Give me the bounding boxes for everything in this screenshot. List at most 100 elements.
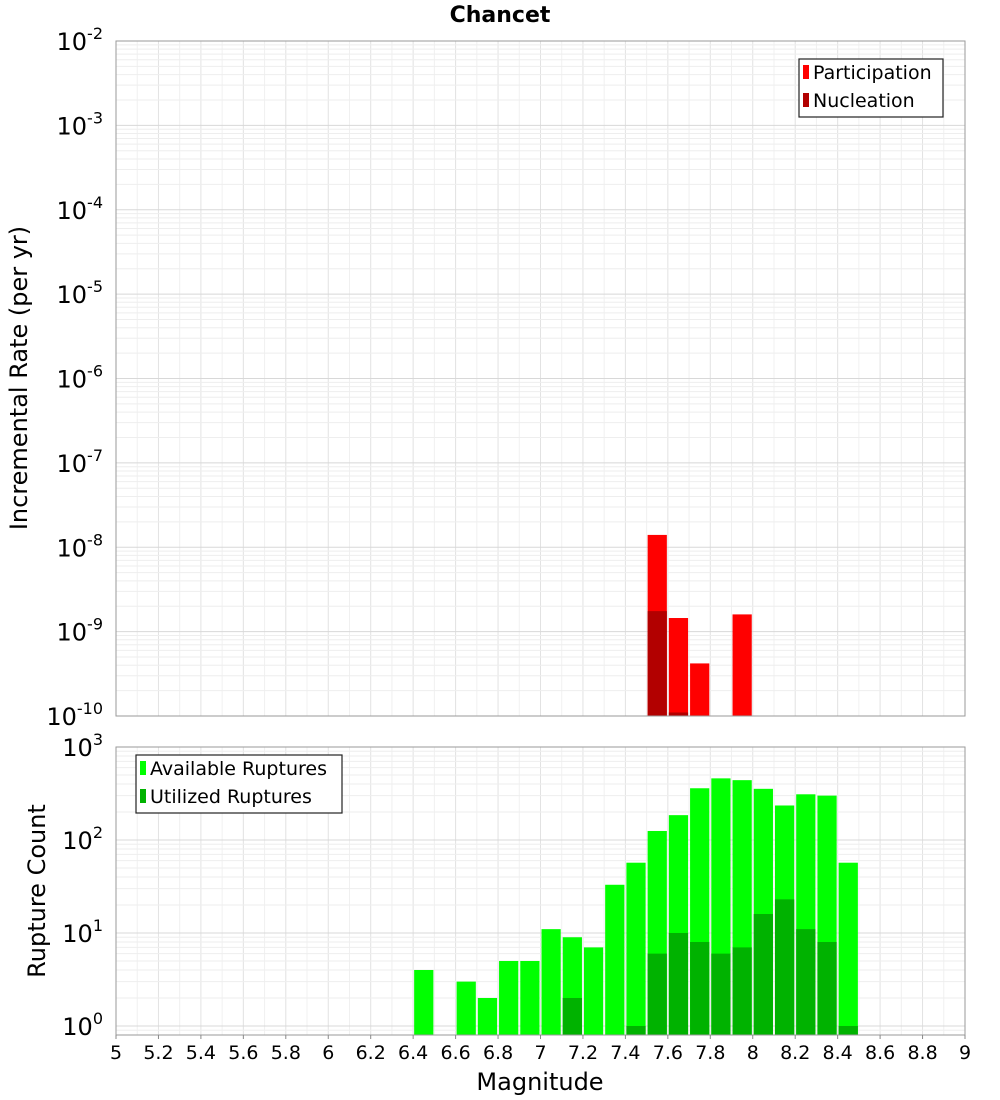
count-bar [817, 942, 837, 1035]
x-tick-label: 8.6 [865, 1042, 895, 1064]
count-bar [690, 942, 710, 1035]
x-tick-label: 5.4 [186, 1042, 216, 1064]
count-bar [647, 953, 667, 1035]
x-tick-label: 5.2 [143, 1042, 173, 1064]
x-tick-label: 8.4 [823, 1042, 853, 1064]
y-tick-base: 10 [57, 366, 88, 394]
count-bar [499, 960, 519, 1035]
rate-bar [732, 614, 752, 716]
y-tick-base: 10 [62, 827, 93, 855]
x-tick-label: 6.8 [483, 1042, 513, 1064]
y-tick-base: 10 [57, 281, 88, 309]
y-tick-exponent: -5 [87, 277, 103, 296]
x-tick-label: 9 [959, 1042, 971, 1064]
y-tick-exponent: -8 [87, 530, 103, 549]
x-tick-label: 5.6 [228, 1042, 258, 1064]
rate-bar [690, 663, 710, 716]
count-legend-box [135, 754, 343, 814]
y-tick-label: 10-8 [57, 530, 104, 562]
x-tick-label: 8 [747, 1042, 759, 1064]
rate-legend-box [798, 58, 944, 118]
x-tick-label: 8.2 [780, 1042, 810, 1064]
y-tick-label: 10-9 [57, 615, 104, 647]
top-y-axis-label: Incremental Rate (per yr) [5, 226, 33, 530]
y-tick-exponent: -4 [87, 193, 103, 212]
count-bar [456, 981, 476, 1035]
y-tick-base: 10 [57, 112, 88, 140]
y-tick-label: 101 [62, 916, 103, 948]
y-tick-exponent: 1 [93, 916, 103, 935]
count-bar [711, 953, 731, 1035]
x-tick-label: 5 [110, 1042, 122, 1064]
x-tick-label: 5.8 [271, 1042, 301, 1064]
x-tick-label: 8.8 [907, 1042, 937, 1064]
y-tick-base: 10 [62, 734, 93, 762]
y-tick-base: 10 [62, 920, 93, 948]
count-bar [541, 929, 561, 1035]
y-tick-base: 10 [46, 703, 77, 731]
chart-title: Chancet [450, 3, 551, 28]
count-series-2 [562, 899, 858, 1035]
y-tick-exponent: -9 [87, 615, 103, 634]
count-bar [583, 947, 604, 1035]
count-bar [838, 1025, 858, 1035]
count-bar [562, 997, 582, 1035]
x-tick-label: 6.2 [356, 1042, 386, 1064]
y-tick-base: 10 [57, 619, 88, 647]
y-tick-label: 10-4 [57, 193, 104, 225]
y-tick-label: 10-2 [57, 24, 104, 56]
x-tick-label: 7.6 [653, 1042, 683, 1064]
count-bar [626, 1025, 646, 1035]
x-tick-label: 7.8 [695, 1042, 725, 1064]
count-bar [626, 862, 646, 1035]
count-bar [477, 997, 498, 1035]
x-axis-label: Magnitude [476, 1068, 603, 1096]
y-tick-label: 103 [62, 730, 103, 762]
incremental-rate-panel: 10-1010-910-810-710-610-510-410-310-2Par… [46, 24, 966, 731]
y-tick-exponent: -10 [77, 699, 103, 718]
y-tick-exponent: -2 [87, 24, 103, 43]
x-tick-label: 6.6 [440, 1042, 470, 1064]
count-bar [774, 899, 795, 1035]
x-tick-label: 7 [534, 1042, 546, 1064]
y-tick-exponent: 0 [93, 1009, 103, 1028]
y-tick-exponent: -7 [87, 446, 103, 465]
rate-series-2 [647, 611, 689, 716]
count-bar [732, 947, 752, 1035]
y-tick-exponent: -6 [87, 362, 103, 381]
y-tick-label: 10-3 [57, 108, 104, 140]
y-tick-label: 10-5 [57, 277, 104, 309]
y-tick-base: 10 [57, 28, 88, 56]
count-legend-swatch [140, 761, 146, 775]
count-bar [668, 932, 689, 1035]
y-tick-base: 10 [62, 1013, 93, 1041]
y-tick-exponent: 2 [93, 823, 103, 842]
rate-legend-swatch [803, 93, 809, 107]
y-tick-base: 10 [57, 197, 88, 225]
count-legend-label: Utilized Ruptures [150, 786, 312, 808]
bottom-y-axis-label: Rupture Count [23, 804, 51, 978]
rate-bar [668, 618, 689, 716]
y-tick-exponent: 3 [93, 730, 103, 749]
y-tick-exponent: -3 [87, 108, 103, 127]
y-tick-label: 10-7 [57, 446, 104, 478]
plot-border [115, 40, 966, 717]
y-tick-base: 10 [57, 534, 88, 562]
rate-legend-swatch [803, 65, 809, 79]
x-tick-label: 6 [322, 1042, 334, 1064]
count-bar [414, 969, 434, 1035]
y-tick-label: 10-10 [46, 699, 103, 731]
count-bar [838, 862, 858, 1035]
count-bar [520, 960, 540, 1035]
y-tick-label: 102 [62, 823, 103, 855]
y-tick-base: 10 [57, 450, 88, 478]
x-tick-label: 7.4 [610, 1042, 640, 1064]
count-bar [605, 884, 625, 1035]
y-tick-label: 100 [62, 1009, 103, 1041]
count-legend: Available Ruptures Utilized Ruptures [135, 754, 343, 814]
x-tick-label: 7.2 [568, 1042, 598, 1064]
count-legend-label: Available Ruptures [150, 758, 327, 780]
rate-legend-label: Participation [813, 62, 932, 84]
